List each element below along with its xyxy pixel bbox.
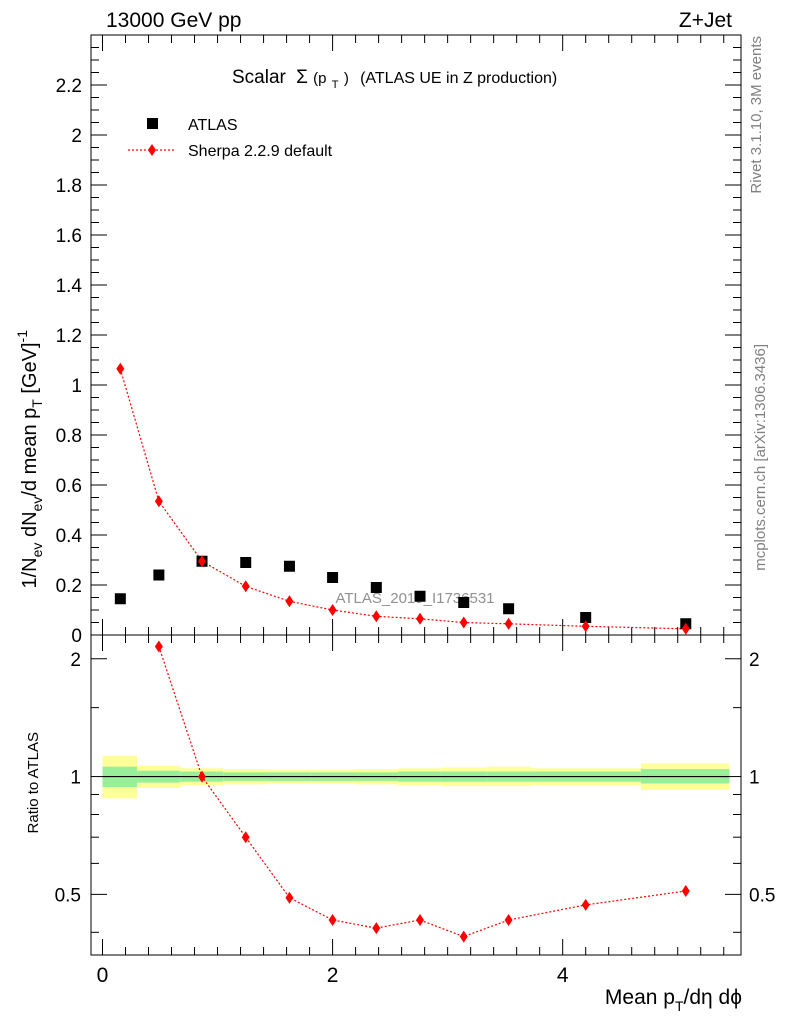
title-arg-close: ) xyxy=(344,70,349,87)
sherpa-ratio-point xyxy=(581,898,590,911)
sherpa-ratio-point xyxy=(328,914,337,927)
ylabel-s1: ev xyxy=(29,543,45,558)
sherpa-point xyxy=(241,580,250,593)
ratio-y-tick-label-left: 0.5 xyxy=(55,885,81,906)
main-y-tick-label: 0 xyxy=(71,626,82,647)
sherpa-point xyxy=(459,616,468,629)
xlabel-s1: T xyxy=(675,998,684,1014)
main-y-tick-label: 0.6 xyxy=(56,476,82,497)
sherpa-point xyxy=(372,610,381,623)
sherpa-point xyxy=(581,620,590,633)
main-x-ticks xyxy=(102,35,725,635)
legend: ATLAS Sherpa 2.2.9 default xyxy=(128,117,333,160)
sherpa-point xyxy=(416,612,425,625)
ylabel-p2: dN xyxy=(19,511,41,542)
sherpa-point xyxy=(681,622,690,635)
mcplots-label: mcplots.cern.ch [arXiv:1306.3436] xyxy=(752,344,769,571)
ratio-y-ticks: 0.5 0.5 1 1 2 2 xyxy=(55,650,775,933)
header-right: Z+Jet xyxy=(679,9,732,32)
main-panel: 00.20.40.60.811.21.41.61.822.2 ATLAS_201… xyxy=(56,34,742,647)
header-left: 13000 GeV pp xyxy=(106,9,241,32)
main-y-tick-label: 1.6 xyxy=(56,226,82,247)
sherpa-ratio-point xyxy=(372,922,381,935)
ratio-y-label: Ratio to ATLAS xyxy=(25,732,42,833)
sherpa-point xyxy=(154,495,163,508)
ratio-panel: 0.5 0.5 1 1 2 2 0 2 4 xyxy=(55,634,775,987)
x-tick-label: 0 xyxy=(97,964,109,987)
sherpa-point xyxy=(116,362,125,375)
title-rest: (ATLAS UE in Z production) xyxy=(360,70,557,87)
main-title: Scalar Σ (p T ) (ATLAS UE in Z productio… xyxy=(232,67,557,93)
xlabel-p1: Mean p xyxy=(605,986,675,1009)
ratio-y-tick-label-right: 2 xyxy=(749,650,760,671)
main-y-tick-label: 0.4 xyxy=(56,526,83,547)
atlas-point xyxy=(458,597,470,608)
sherpa-ratio-point xyxy=(416,914,425,927)
atlas-point xyxy=(114,593,126,605)
main-y-tick-label: 1.2 xyxy=(56,326,82,347)
main-y-tick-label: 1.8 xyxy=(56,176,82,197)
legend-marker-atlas xyxy=(147,118,158,129)
atlas-point xyxy=(153,569,165,581)
ratio-series xyxy=(154,640,690,943)
atlas-point xyxy=(327,572,339,583)
sherpa-point xyxy=(198,555,207,568)
ylabel-s2: ev xyxy=(29,497,45,512)
sherpa-point xyxy=(504,617,513,630)
ratio-y-tick-label-left: 1 xyxy=(70,768,81,789)
ratio-y-tick-label-left: 2 xyxy=(70,650,81,671)
title-main: Scalar xyxy=(232,67,287,88)
sherpa-ratio-point xyxy=(681,885,690,898)
sherpa-ratio-point xyxy=(241,831,250,844)
main-y-ticks: 0 0.2 0.4 0.6 0.8 1 1.2 1.4 1.6 1.8 2 2.2 xyxy=(56,34,741,647)
x-tick-label: 2 xyxy=(327,964,339,987)
ratio-frame xyxy=(90,634,742,956)
legend-marker-sherpa xyxy=(148,144,156,156)
sherpa-point xyxy=(285,595,294,608)
ratio-y-tick-label-right: 1 xyxy=(749,768,760,789)
atlas-point xyxy=(414,590,426,602)
atlas-point xyxy=(503,603,515,615)
main-y-tick-label: 0.2 xyxy=(56,576,82,597)
main-y-tick-label: 2 xyxy=(71,126,82,147)
ylabel-p1: 1/N xyxy=(19,557,41,588)
atlas-point xyxy=(240,557,252,568)
ylabel-p3: /d mean p xyxy=(19,408,41,497)
main-y-tick-label: 1.4 xyxy=(56,276,83,297)
xlabel-p2: /dη dϕ xyxy=(684,986,742,1009)
ylabel-p4: [GeV] xyxy=(19,342,41,399)
rivet-label: Rivet 3.1.10, 3M events xyxy=(748,36,765,194)
main-y-label: 1/Nev dNev/d mean pT [GeV]-1 xyxy=(14,330,45,589)
x-axis-label: Mean pT/dη dϕ xyxy=(605,986,742,1014)
sherpa-ratio-point xyxy=(198,770,207,783)
title-sigma: Σ xyxy=(296,67,308,88)
atlas-point xyxy=(283,560,295,572)
legend-label-sherpa: Sherpa 2.2.9 default xyxy=(188,143,333,160)
atlas-point xyxy=(370,582,382,593)
main-y-tick-label: 0.8 xyxy=(56,426,82,447)
title-arg-open: (p xyxy=(313,70,326,87)
sherpa-point xyxy=(328,604,337,616)
main-y-tick-label: 2.2 xyxy=(56,76,82,97)
atlas-point xyxy=(580,612,592,623)
ratio-x-ticks: 0 2 4 xyxy=(97,635,725,987)
sherpa-ratio-point xyxy=(285,891,294,904)
ylabel-s3: T xyxy=(29,399,45,408)
sherpa-ratio-point xyxy=(504,914,513,927)
ratio-y-tick-label-right: 0.5 xyxy=(749,885,775,906)
x-tick-label: 4 xyxy=(557,964,569,987)
main-series xyxy=(114,362,692,635)
ylabel-sup: -1 xyxy=(14,330,30,343)
legend-label-atlas: ATLAS xyxy=(188,117,238,134)
sherpa-ratio-point xyxy=(459,930,468,943)
sherpa-ratio-point xyxy=(154,640,163,653)
main-y-tick-label: 1 xyxy=(71,376,82,397)
sherpa-ratio-line xyxy=(158,646,686,938)
title-arg-sub: T xyxy=(332,79,339,91)
